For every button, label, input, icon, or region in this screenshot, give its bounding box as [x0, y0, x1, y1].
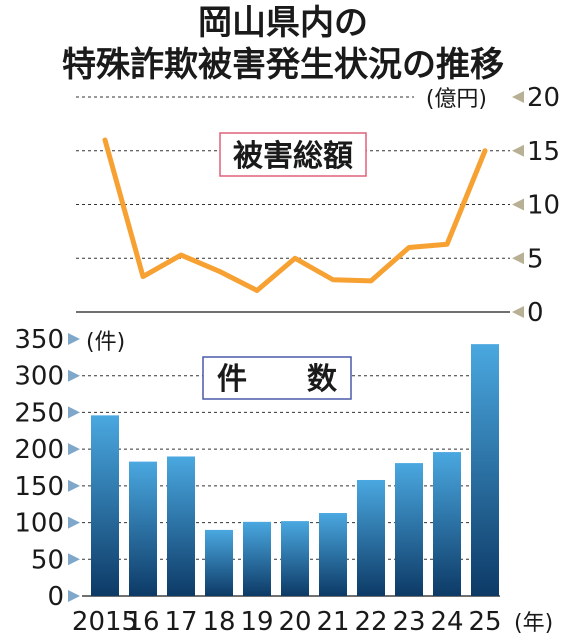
count-bar — [205, 529, 233, 596]
count-series — [91, 344, 499, 596]
amount-unit-label: (億円) — [426, 87, 487, 112]
chart-title-line2: 特殊詐欺被害発生状況の推移 — [62, 45, 504, 85]
count-tick-marker — [68, 406, 80, 419]
count-tick-label: 300 — [14, 362, 64, 392]
x-tick-label: 23 — [392, 607, 425, 637]
amount-label: 被害総額 — [233, 139, 353, 174]
amount-tick-label: 15 — [527, 137, 560, 167]
amount-y-axis: 20 15 10 5 0 — [512, 83, 560, 328]
amount-tick-marker — [512, 252, 524, 265]
count-tick-label: 100 — [14, 509, 64, 539]
count-tick-label: 50 — [31, 545, 64, 575]
count-tick-marker — [68, 333, 80, 345]
count-tick-marker — [68, 443, 80, 456]
x-tick-label: 18 — [202, 607, 235, 637]
amount-tick-label: 0 — [527, 298, 544, 328]
amount-tick-marker — [512, 144, 524, 157]
chart-title-line1: 岡山県内の — [198, 3, 368, 43]
count-bar — [357, 479, 385, 596]
count-bar — [319, 513, 347, 596]
amount-tick-marker — [512, 91, 524, 103]
count-label-box — [202, 356, 352, 400]
amount-tick-marker — [512, 306, 524, 318]
count-tick-marker — [68, 590, 80, 602]
count-tick-marker — [68, 553, 80, 566]
amount-tick-label: 10 — [527, 191, 560, 221]
x-tick-label: 24 — [430, 607, 463, 637]
count-tick-label: 350 — [14, 325, 64, 355]
count-bar — [129, 461, 157, 596]
count-label: 件 数 — [217, 362, 338, 397]
amount-series-line — [102, 137, 488, 293]
count-tick-marker — [68, 369, 80, 382]
x-tick-label: 17 — [164, 607, 197, 637]
count-tick-marker — [68, 516, 80, 529]
count-tick-label: 150 — [14, 472, 64, 502]
count-bar — [243, 521, 271, 596]
x-tick-label: 21 — [316, 607, 349, 637]
amount-gridlines — [76, 96, 510, 313]
count-unit-label: (件) — [86, 330, 125, 355]
amount-label-box — [219, 132, 367, 177]
amount-tick-marker — [512, 198, 524, 211]
amount-series — [102, 137, 488, 293]
count-y-axis: 350 300 250 200 150 100 50 0 — [14, 325, 80, 612]
x-tick-label: 16 — [126, 607, 159, 637]
x-tick-label: 20 — [278, 607, 311, 637]
x-tick-label: 2015 — [72, 607, 138, 637]
amount-tick-label: 20 — [527, 83, 560, 113]
x-tick-label: 19 — [240, 607, 273, 637]
x-axis-unit-label: (年) — [514, 611, 553, 636]
amount-tick-label: 5 — [527, 244, 544, 274]
count-tick-marker — [68, 479, 80, 492]
count-bar — [91, 415, 119, 596]
count-bar — [471, 344, 499, 596]
count-bar — [433, 452, 461, 596]
count-tick-label: 250 — [14, 398, 64, 428]
amount-line-chart: 20 15 10 5 0 (億円) 被害総額 — [76, 83, 560, 328]
count-bar — [167, 456, 195, 596]
x-tick-label: 22 — [354, 607, 387, 637]
count-bar — [395, 463, 423, 596]
count-bar — [281, 521, 309, 596]
count-tick-label: 200 — [14, 435, 64, 465]
count-tick-label: 0 — [47, 582, 64, 612]
x-tick-label: 25 — [468, 607, 501, 637]
